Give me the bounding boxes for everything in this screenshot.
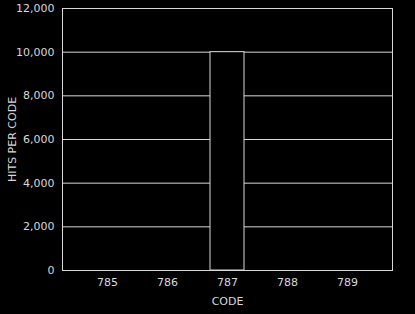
svg-text:12,000: 12,000 — [16, 2, 55, 15]
svg-text:0: 0 — [48, 264, 55, 277]
svg-text:789: 789 — [337, 276, 358, 289]
svg-text:6,000: 6,000 — [23, 133, 55, 146]
svg-text:HITS PER CODE: HITS PER CODE — [6, 97, 19, 182]
svg-text:788: 788 — [277, 276, 298, 289]
svg-text:8,000: 8,000 — [23, 89, 55, 102]
svg-text:10,000: 10,000 — [16, 46, 55, 59]
svg-text:786: 786 — [157, 276, 178, 289]
svg-text:785: 785 — [97, 276, 118, 289]
svg-text:4,000: 4,000 — [23, 177, 55, 190]
svg-text:2,000: 2,000 — [23, 220, 55, 233]
svg-text:787: 787 — [217, 276, 238, 289]
svg-text:CODE: CODE — [212, 295, 244, 308]
